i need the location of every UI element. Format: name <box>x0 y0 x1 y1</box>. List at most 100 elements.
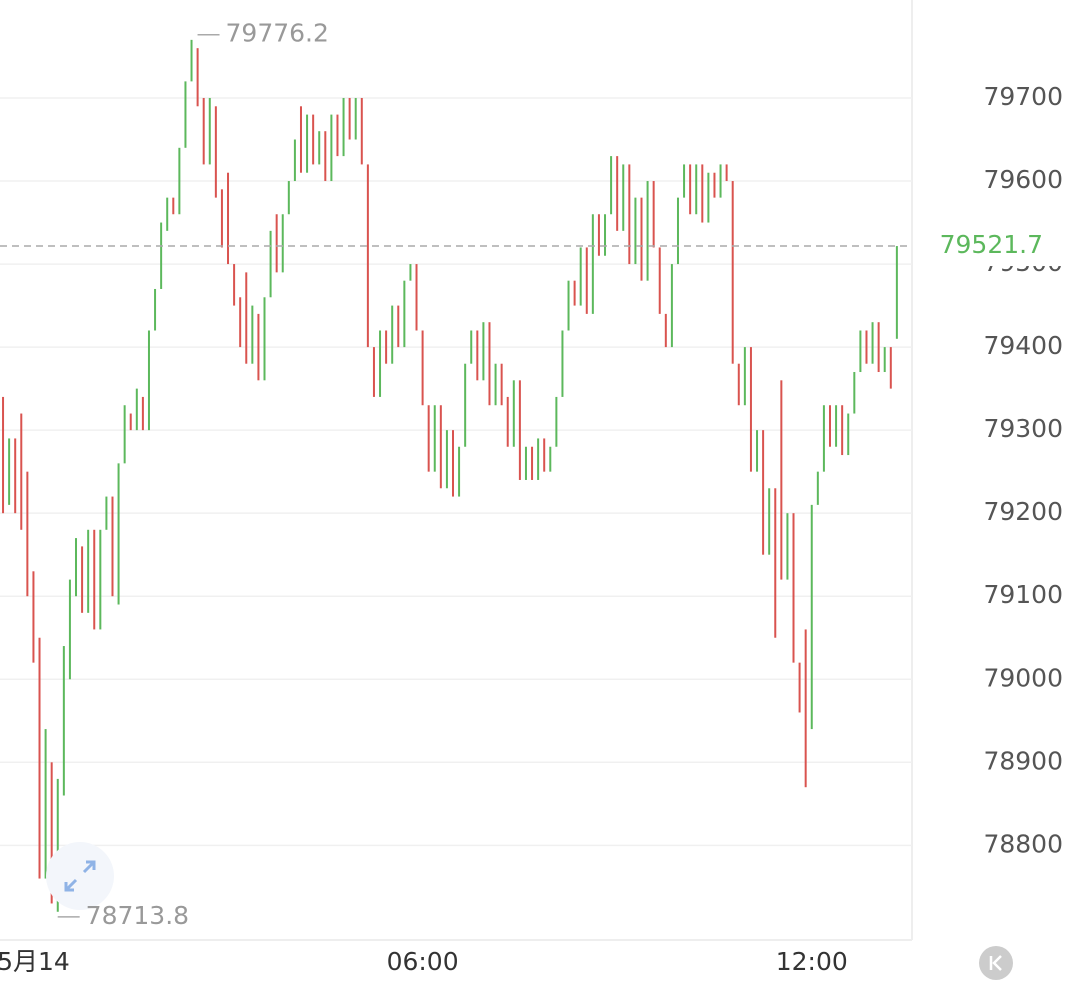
y-tick-label: 78800 <box>983 829 1063 858</box>
candle <box>452 430 454 497</box>
candle <box>239 297 242 348</box>
last-price-box <box>918 226 1068 267</box>
candle <box>482 322 485 381</box>
candle <box>470 330 473 364</box>
candle <box>403 280 406 348</box>
candle <box>810 504 813 730</box>
candle <box>567 280 570 331</box>
extreme-label: 79776.2 <box>226 19 329 48</box>
candle <box>610 156 613 215</box>
candle <box>865 330 868 364</box>
candle <box>397 305 400 348</box>
candle <box>531 446 534 480</box>
candle <box>464 363 467 447</box>
candle <box>664 313 667 348</box>
candle <box>263 297 266 381</box>
y-tick-label: 79600 <box>983 165 1063 194</box>
y-tick-label: 79100 <box>983 580 1063 609</box>
candle <box>549 446 552 472</box>
candle <box>786 513 789 580</box>
candle <box>768 488 771 555</box>
candle <box>683 164 686 198</box>
candle <box>506 396 509 447</box>
candle <box>44 729 47 879</box>
candle <box>105 496 108 530</box>
candle <box>822 405 825 472</box>
candle <box>50 762 53 904</box>
candle <box>841 405 844 456</box>
candle <box>299 106 302 173</box>
x-tick-label: 12:00 <box>776 947 848 976</box>
candle <box>336 114 339 157</box>
candle <box>111 496 114 597</box>
extreme-label: 78713.8 <box>86 901 189 930</box>
candle <box>360 97 363 165</box>
candle <box>889 347 892 389</box>
x-tick-label: 06:00 <box>387 947 459 976</box>
candle <box>512 380 515 447</box>
candle <box>324 131 327 182</box>
candle <box>676 197 679 265</box>
candle <box>701 164 704 223</box>
candle <box>719 164 722 198</box>
candle <box>409 264 412 281</box>
candle <box>743 347 746 406</box>
candle <box>591 214 594 314</box>
candle <box>859 330 862 373</box>
candle <box>871 322 874 364</box>
candle <box>117 463 120 605</box>
candle <box>190 39 193 82</box>
candle <box>561 330 564 397</box>
candle <box>689 164 692 215</box>
candle <box>652 181 655 248</box>
candle <box>604 214 607 256</box>
candle <box>257 313 260 381</box>
candle <box>306 114 309 173</box>
expand-icon[interactable] <box>46 842 114 910</box>
candle <box>646 181 649 281</box>
candle <box>798 662 801 713</box>
candle <box>573 280 576 306</box>
candle <box>166 197 169 231</box>
candle <box>99 529 102 630</box>
candle <box>93 529 96 630</box>
candle <box>281 214 284 273</box>
candle <box>123 405 126 464</box>
candle <box>695 164 698 215</box>
y-tick-label: 79300 <box>983 414 1063 443</box>
candle <box>251 305 254 364</box>
candle <box>780 380 783 580</box>
candle <box>178 147 181 215</box>
candle <box>640 197 643 281</box>
candle <box>62 646 65 796</box>
candle <box>816 471 819 505</box>
candle <box>8 438 11 505</box>
candle <box>372 347 375 397</box>
candle <box>160 222 163 289</box>
candle <box>756 430 759 472</box>
candle <box>87 529 90 613</box>
candle <box>622 164 625 231</box>
y-tick-label: 79200 <box>983 497 1063 526</box>
candle <box>895 246 898 339</box>
candle <box>154 288 157 331</box>
candle <box>433 405 436 472</box>
candle <box>38 637 41 879</box>
candle <box>543 438 546 472</box>
candle <box>737 363 740 406</box>
last-price-label: 79521.7 <box>940 230 1043 259</box>
candle <box>597 214 600 256</box>
candle <box>318 131 321 165</box>
candle <box>670 264 673 348</box>
y-tick-label: 79000 <box>983 663 1063 692</box>
candle <box>141 396 144 431</box>
candle <box>354 97 357 140</box>
candle <box>348 97 351 140</box>
back-to-latest-button[interactable] <box>979 946 1013 980</box>
candle <box>707 172 710 223</box>
candle <box>81 546 84 613</box>
candle <box>804 629 807 788</box>
candle <box>391 305 394 364</box>
